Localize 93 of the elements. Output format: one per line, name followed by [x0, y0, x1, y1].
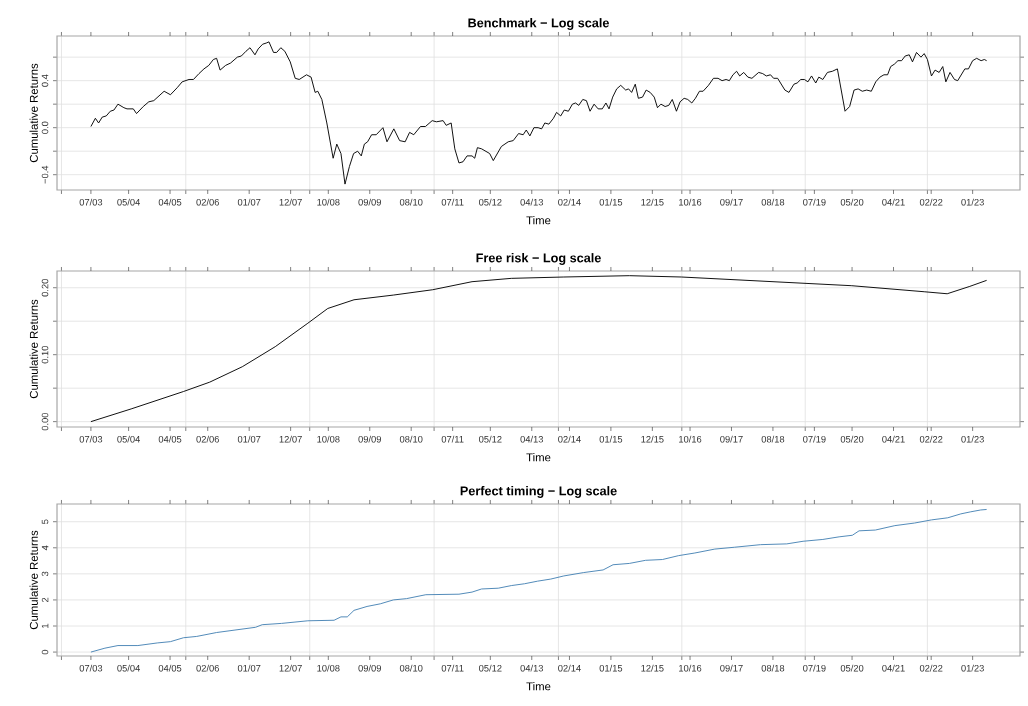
x-tick-label: 07/19 [803, 664, 826, 672]
x-tick-label: 04/05 [158, 435, 182, 443]
x-tick-label: 05/04 [117, 664, 140, 672]
x-tick-label: 12/07 [279, 664, 302, 672]
line-series [90, 41, 988, 185]
x-tick-label: 08/10 [399, 435, 423, 443]
x-tick-label: 07/19 [803, 198, 826, 206]
x-tick-label: 07/11 [441, 664, 464, 672]
x-tick-label: 07/03 [79, 435, 103, 443]
x-tick-label: 01/23 [961, 664, 984, 672]
x-tick-label: 05/12 [479, 435, 502, 443]
x-tick-label: 01/23 [961, 435, 984, 443]
x-tick-label: 04/13 [520, 435, 544, 443]
x-tick-label: 02/14 [558, 664, 581, 672]
y-tick-label: 0.4 [41, 74, 49, 87]
x-tick-label: 10/16 [679, 664, 702, 672]
y-tick-label: 3 [41, 571, 49, 577]
y-tick-label: 0.00 [41, 412, 49, 431]
x-tick-label: 04/21 [882, 435, 905, 443]
x-tick-label: 08/18 [761, 198, 785, 206]
x-tick-label: 09/09 [358, 664, 381, 672]
chart-title: Perfect timing − Log scale [460, 486, 617, 498]
x-tick-label: 02/22 [919, 198, 943, 206]
x-tick-label: 10/08 [317, 198, 340, 206]
x-tick-label: 10/08 [317, 435, 340, 443]
y-tick-label: −0.4 [41, 165, 49, 184]
x-tick-label: 02/06 [196, 198, 219, 206]
x-tick-label: 01/07 [237, 435, 261, 443]
y-tick-label: 4 [41, 545, 49, 551]
x-tick-label: 09/17 [720, 664, 743, 672]
x-tick-label: 05/12 [479, 664, 502, 672]
x-tick-label: 08/10 [399, 664, 423, 672]
x-tick-label: 07/03 [79, 664, 103, 672]
y-axis-title: Cumulative Returns [29, 63, 38, 163]
x-tick-label: 01/07 [237, 198, 261, 206]
x-tick-label: 02/14 [558, 198, 581, 206]
y-tick-label: 0 [41, 649, 49, 655]
x-tick-label: 08/10 [399, 198, 423, 206]
x-tick-label: 02/22 [919, 435, 943, 443]
x-tick-label: 05/04 [117, 198, 140, 206]
x-tick-label: 05/20 [840, 198, 864, 206]
x-tick-label: 04/13 [520, 198, 544, 206]
x-tick-label: 02/14 [558, 435, 581, 443]
chart-title: Free risk − Log scale [476, 253, 601, 265]
x-tick-label: 09/09 [358, 198, 381, 206]
x-tick-label: 04/13 [520, 664, 544, 672]
x-tick-label: 05/04 [117, 435, 140, 443]
line-series [90, 508, 988, 653]
x-tick-label: 07/11 [441, 198, 464, 206]
x-tick-label: 01/15 [599, 664, 623, 672]
chart-title: Benchmark − Log scale [468, 18, 609, 30]
x-tick-label: 08/18 [761, 435, 785, 443]
x-tick-label: 12/15 [641, 435, 664, 443]
x-axis-title: Time [526, 216, 551, 225]
x-tick-label: 01/15 [599, 198, 623, 206]
x-tick-label: 12/07 [279, 198, 302, 206]
x-tick-label: 07/19 [803, 435, 826, 443]
y-tick-label: 0.20 [41, 279, 49, 297]
line-series [90, 275, 988, 423]
x-tick-label: 04/21 [882, 198, 905, 206]
x-tick-label: 02/06 [196, 664, 219, 672]
x-tick-label: 10/16 [679, 435, 702, 443]
x-tick-label: 04/05 [158, 664, 182, 672]
x-tick-label: 05/12 [479, 198, 502, 206]
x-tick-label: 09/17 [720, 198, 743, 206]
y-tick-label: 0.0 [41, 121, 49, 134]
x-tick-label: 10/16 [679, 198, 702, 206]
x-tick-label: 09/09 [358, 435, 381, 443]
x-tick-label: 05/20 [840, 664, 864, 672]
y-tick-label: 1 [41, 623, 49, 628]
x-tick-label: 04/21 [882, 664, 905, 672]
x-tick-label: 12/07 [279, 435, 302, 443]
x-tick-label: 01/15 [599, 435, 623, 443]
y-tick-label: 2 [41, 597, 49, 603]
x-axis-title: Time [526, 453, 551, 462]
x-tick-label: 02/22 [919, 664, 943, 672]
x-tick-label: 05/20 [840, 435, 864, 443]
y-axis-title: Cumulative Returns [29, 299, 38, 399]
x-tick-label: 12/15 [641, 198, 664, 206]
x-tick-label: 01/23 [961, 198, 984, 206]
x-tick-label: 02/06 [196, 435, 219, 443]
y-axis-title: Cumulative Returns [29, 530, 38, 630]
x-tick-label: 09/17 [720, 435, 743, 443]
x-tick-label: 12/15 [641, 664, 664, 672]
x-tick-label: 07/03 [79, 198, 103, 206]
x-tick-label: 04/05 [158, 198, 182, 206]
y-tick-label: 0.10 [41, 345, 49, 364]
x-tick-label: 08/18 [761, 664, 785, 672]
x-axis-title: Time [526, 682, 551, 691]
y-tick-label: 5 [41, 519, 49, 524]
x-tick-label: 01/07 [237, 664, 261, 672]
x-tick-label: 07/11 [441, 435, 464, 443]
x-tick-label: 10/08 [317, 664, 340, 672]
